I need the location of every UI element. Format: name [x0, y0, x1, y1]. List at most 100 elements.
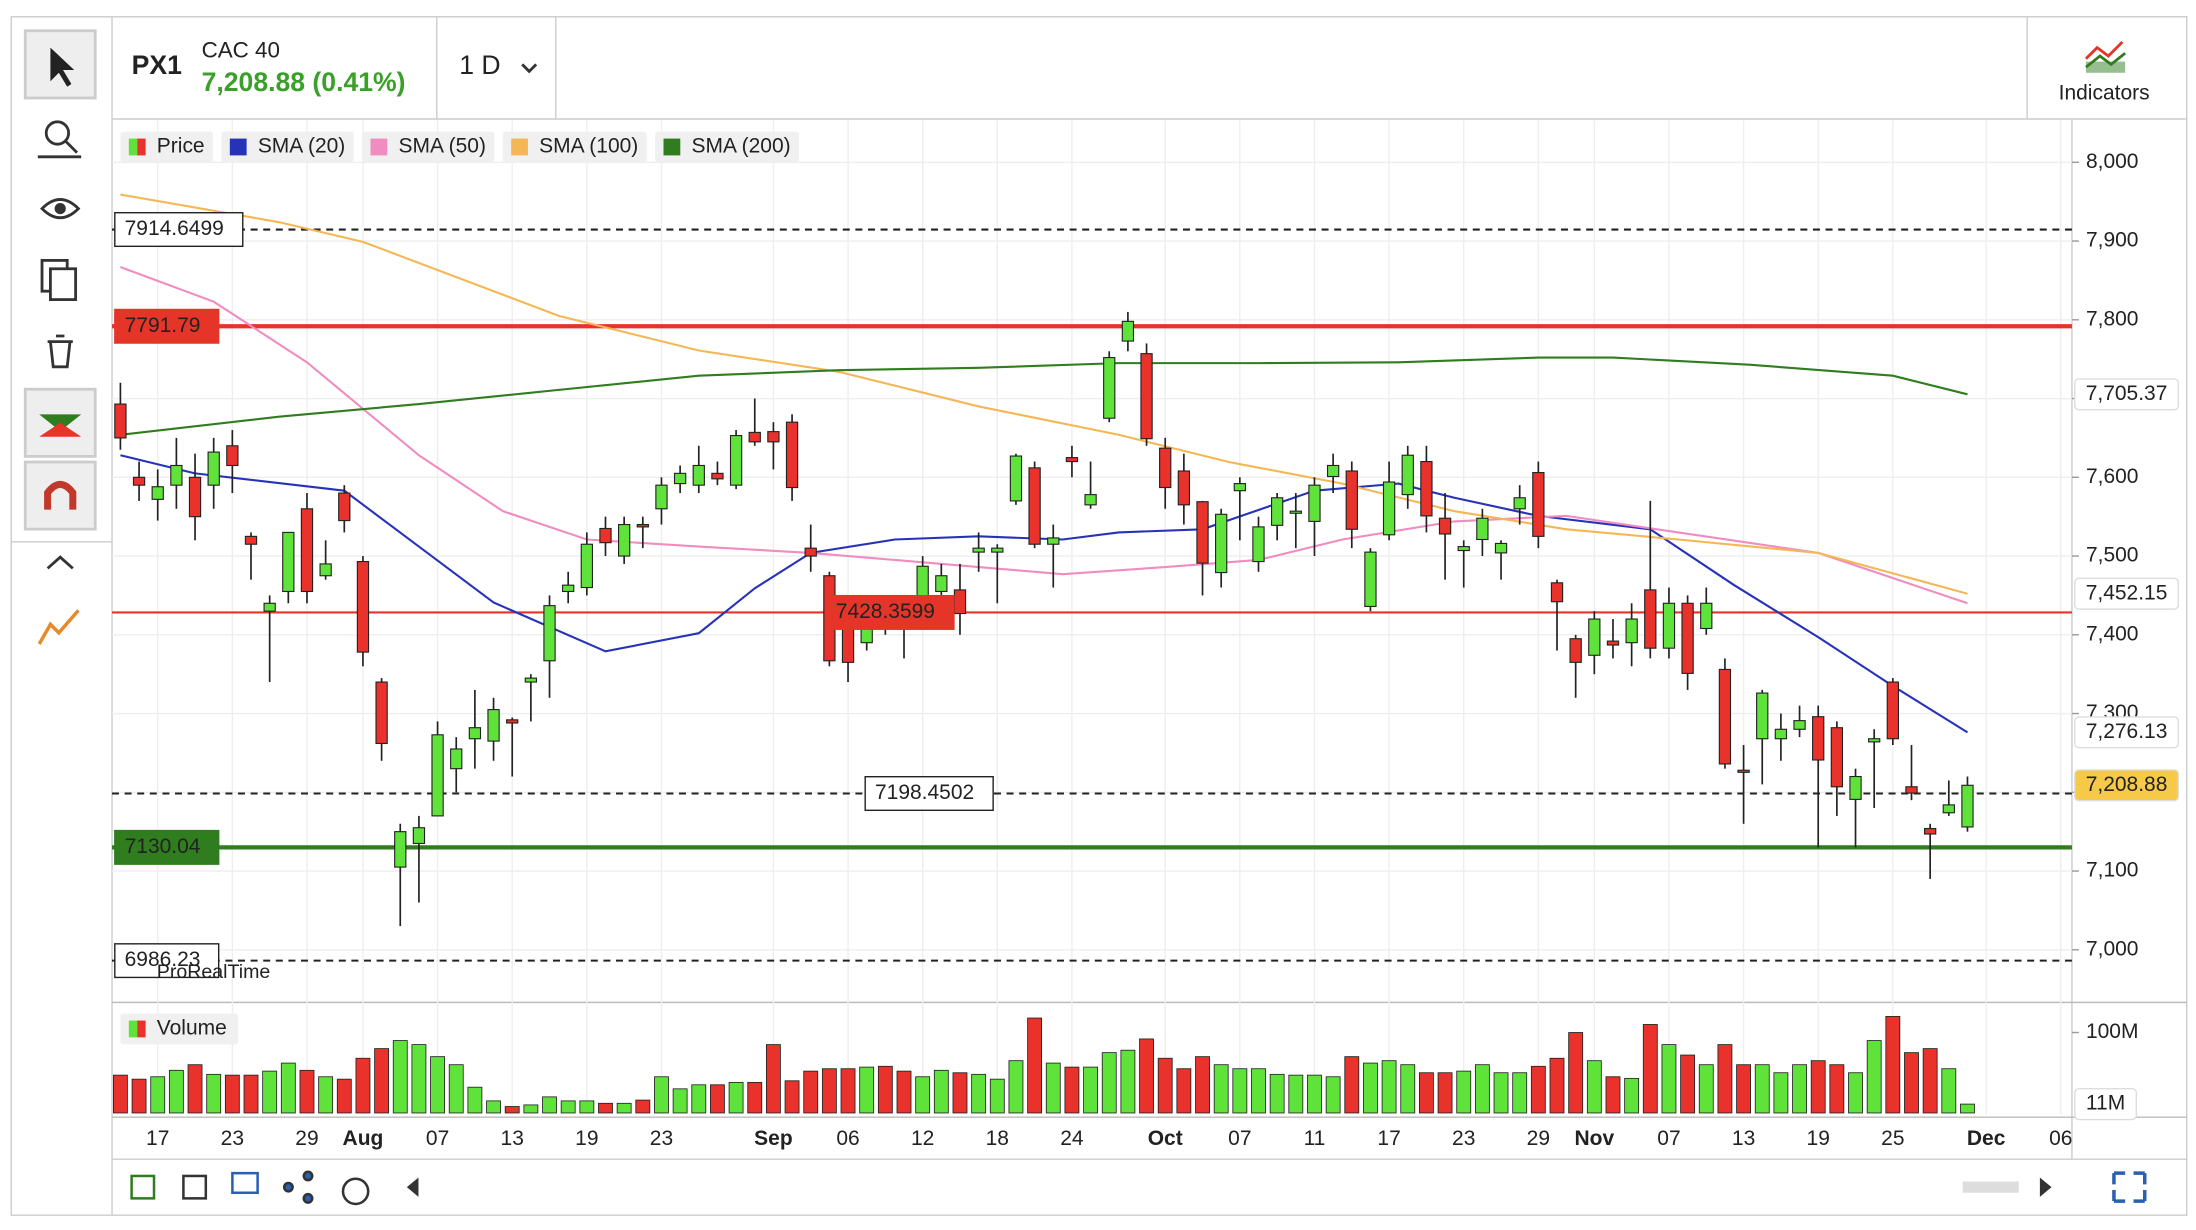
indicators-button[interactable]: Indicators	[2059, 81, 2150, 104]
candle-body	[673, 472, 687, 485]
last-value-box	[2074, 1088, 2138, 1121]
candle-body	[132, 476, 146, 486]
last-value-label: 11M	[2086, 1092, 2125, 1115]
candle-body	[1756, 692, 1769, 740]
x-tick-label: 18	[986, 1127, 1009, 1150]
volume-bar	[262, 1070, 278, 1114]
candle-body	[188, 476, 202, 518]
volume-bar	[168, 1069, 184, 1114]
legend-label: SMA (200)	[691, 135, 790, 158]
volume-bar	[989, 1078, 1005, 1114]
tool-button[interactable]	[130, 1174, 156, 1200]
volume-bar	[1400, 1064, 1416, 1114]
volume-bar	[486, 1100, 501, 1114]
volume-bar	[523, 1104, 539, 1114]
candle-body	[1532, 472, 1545, 537]
volume-bar	[747, 1081, 763, 1114]
x-tick-label: 25	[1881, 1127, 1904, 1150]
help-button[interactable]	[341, 1177, 370, 1206]
volume-bar	[280, 1062, 296, 1114]
volume-bar	[1549, 1057, 1565, 1114]
share-button[interactable]	[282, 1181, 294, 1193]
x-tick-label: Oct	[1148, 1127, 1183, 1150]
volume-bar	[728, 1081, 744, 1114]
trend-button[interactable]	[23, 387, 97, 458]
volume-bar	[691, 1084, 707, 1114]
volume-bar	[877, 1065, 893, 1114]
volume-bar	[1418, 1072, 1434, 1114]
candle-body	[1569, 638, 1582, 663]
quote: 7,208.88 (0.41%)	[202, 67, 406, 97]
cursor-button[interactable]	[23, 29, 97, 100]
volume-bar	[952, 1072, 968, 1114]
candle-body	[1644, 589, 1657, 649]
interval[interactable]: 1 D	[459, 50, 500, 80]
level-label-box	[114, 212, 244, 248]
scroll-left[interactable]	[406, 1177, 419, 1197]
volume-bar	[1512, 1072, 1528, 1114]
volume-bar	[1325, 1076, 1341, 1114]
magnet-button[interactable]	[23, 460, 97, 531]
legend-swatch	[137, 1020, 146, 1038]
volume-bar	[112, 1074, 128, 1114]
candle-body	[543, 605, 556, 662]
candle-body	[1084, 494, 1097, 506]
y-tick-label: 7,900	[2086, 229, 2139, 252]
candle-body	[767, 431, 780, 443]
interval-arrow[interactable]	[521, 63, 538, 74]
save-button[interactable]	[182, 1174, 208, 1200]
legend-swatch	[370, 138, 388, 156]
volume-bar	[504, 1106, 520, 1114]
delete-button[interactable]	[47, 334, 73, 369]
volume-bar	[598, 1102, 613, 1114]
volume-bar	[1363, 1062, 1378, 1114]
collapse-button[interactable]	[46, 555, 74, 570]
left-toolbar	[23, 29, 97, 645]
level-label: 7791.79	[125, 314, 201, 337]
volume-bar	[224, 1074, 240, 1114]
candle-body	[450, 748, 463, 770]
indicators-icon[interactable]	[2084, 41, 2127, 73]
zoom-button[interactable]	[44, 120, 71, 146]
candle-body	[1625, 618, 1638, 644]
candle-body	[114, 403, 127, 439]
volume-bar	[579, 1100, 595, 1114]
volume-bar	[318, 1076, 334, 1114]
scroll-right[interactable]	[2039, 1177, 2052, 1197]
volume-bar	[1586, 1060, 1602, 1114]
candle-body	[394, 831, 407, 868]
view-button[interactable]	[40, 198, 81, 220]
x-tick-label: 13	[501, 1127, 524, 1150]
legend-item	[502, 131, 647, 163]
candle-body	[151, 486, 164, 500]
volume-bar	[187, 1064, 203, 1114]
legend-swatch	[137, 138, 146, 156]
instrument-name: CAC 40	[202, 38, 280, 63]
y-tick-label: 7,600	[2086, 465, 2139, 488]
fullscreen-button[interactable]	[2112, 1171, 2147, 1203]
candle-body	[1588, 618, 1601, 656]
volume-bar	[467, 1086, 483, 1114]
candle-body	[1364, 551, 1377, 608]
candle-body	[207, 451, 220, 486]
candle-body	[991, 547, 1004, 553]
legend-swatch	[128, 138, 138, 156]
volume-bar	[1848, 1072, 1863, 1114]
candle-body	[1177, 470, 1191, 506]
candle-body	[935, 575, 948, 593]
volume-bar	[1344, 1056, 1360, 1114]
last-value-label: 7,208.88	[2086, 773, 2168, 796]
candle-body	[785, 421, 799, 489]
last-value-box	[2074, 378, 2180, 411]
layout-button[interactable]	[231, 1171, 259, 1195]
candle-body	[1103, 357, 1116, 419]
legend-label: Volume	[157, 1017, 227, 1040]
candle-body	[1868, 738, 1881, 743]
candle-body	[263, 602, 276, 612]
draw-button[interactable]	[37, 609, 80, 645]
scrollbar[interactable]	[1962, 1181, 2019, 1193]
candle-body	[1289, 510, 1302, 514]
candle-body	[1718, 668, 1732, 765]
volume-bar	[784, 1080, 800, 1114]
